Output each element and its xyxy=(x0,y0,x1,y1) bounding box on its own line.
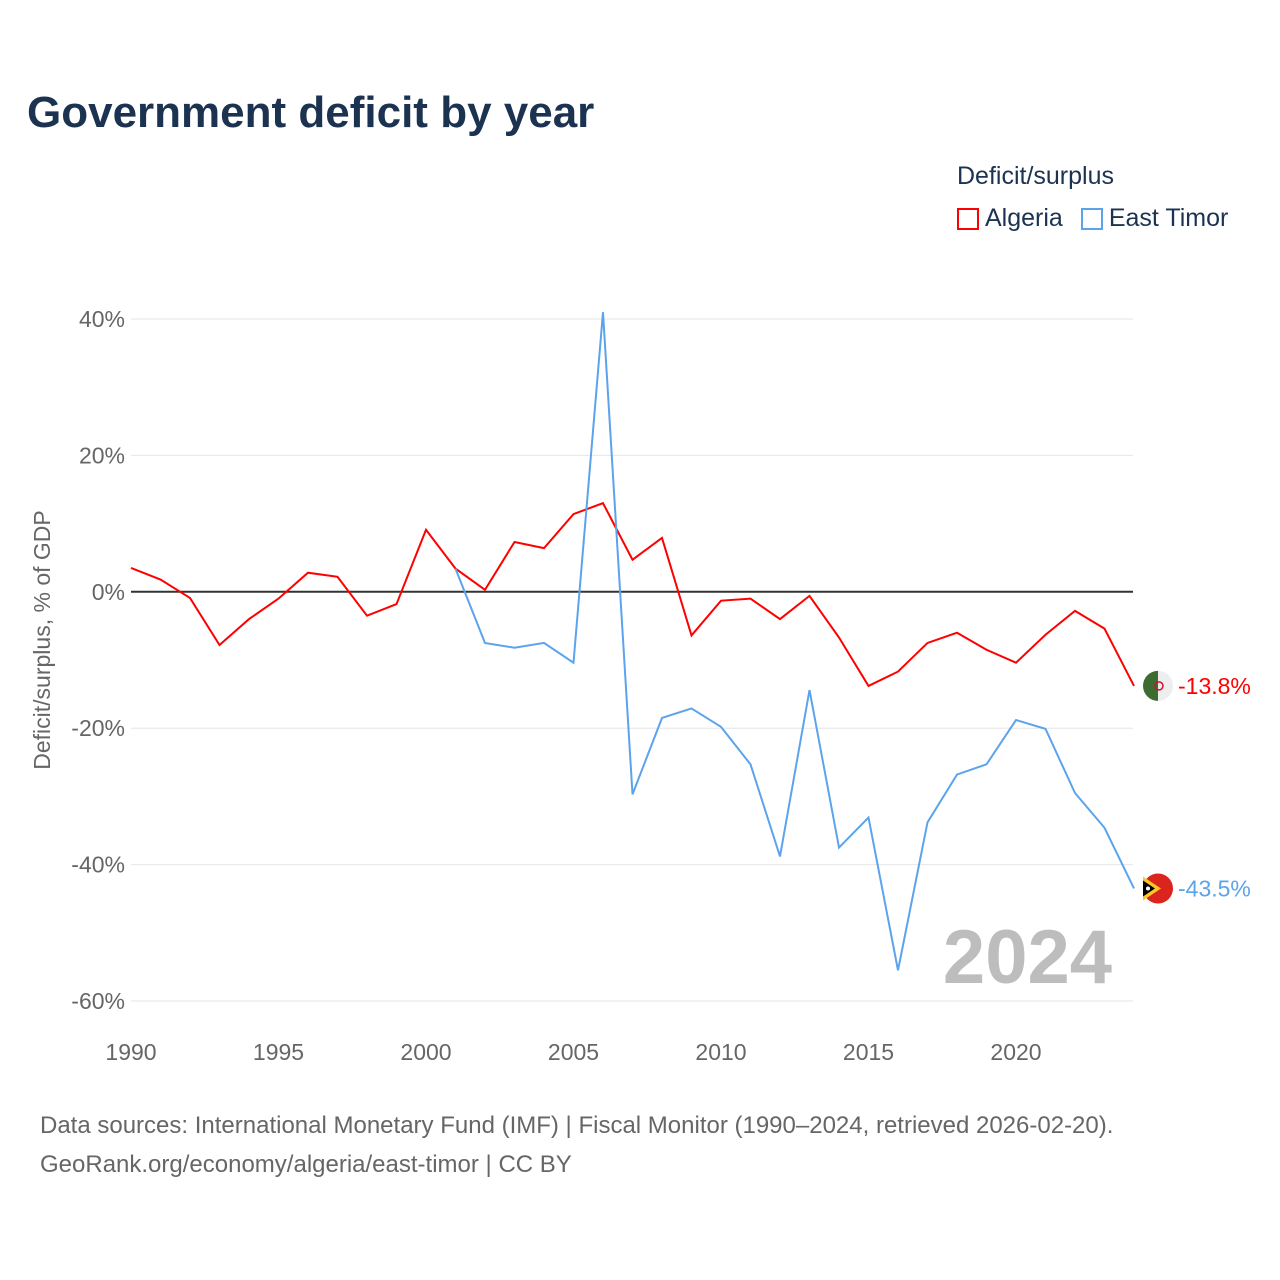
legend-title: Deficit/surplus xyxy=(957,162,1114,190)
source-line-2[interactable]: GeoRank.org/economy/algeria/east-timor |… xyxy=(40,1151,572,1178)
x-tick-label: 2000 xyxy=(400,1039,451,1065)
legend-item-algeria[interactable]: Algeria xyxy=(957,204,1063,233)
source-line-1: Data sources: International Monetary Fun… xyxy=(40,1112,1114,1139)
legend-label: East Timor xyxy=(1108,204,1229,232)
y-tick-label: 40% xyxy=(79,306,125,332)
series-line-algeria xyxy=(130,501,1135,688)
y-tick-label: 0% xyxy=(92,579,125,605)
year-watermark: 2024 xyxy=(943,915,1112,1000)
x-tick-label: 2020 xyxy=(990,1039,1041,1065)
source-note: Data sources: International Monetary Fun… xyxy=(40,1106,1113,1184)
flag-algeria-crescent xyxy=(1154,681,1164,691)
series-line-east-timor xyxy=(454,312,1135,971)
flag-algeria-green xyxy=(1143,670,1158,701)
x-tick-label: 2005 xyxy=(548,1039,599,1065)
x-tick-label: 1995 xyxy=(253,1039,304,1065)
x-tick-label: 2010 xyxy=(695,1039,746,1065)
legend-swatch-east-timor xyxy=(1080,207,1103,230)
flag-east-timor-star xyxy=(1146,886,1150,891)
y-tick-label: -60% xyxy=(71,988,125,1014)
legend-item-east-timor[interactable]: East Timor xyxy=(1080,204,1229,233)
chart-title: Government deficit by year xyxy=(27,88,595,137)
legend-swatch-algeria xyxy=(957,207,979,230)
end-value-label: -13.8% xyxy=(1178,673,1251,699)
x-tick-label: 1990 xyxy=(105,1039,156,1065)
legend: Algeria East Timor xyxy=(957,204,1228,233)
y-axis-label: Deficit/surplus, % of GDP xyxy=(29,510,55,769)
y-tick-label: 20% xyxy=(79,442,125,468)
legend-label: Algeria xyxy=(985,204,1063,232)
y-tick-label: -20% xyxy=(71,715,125,741)
x-tick-label: 2015 xyxy=(843,1039,894,1065)
y-tick-label: -40% xyxy=(71,852,125,878)
end-value-label: -43.5% xyxy=(1178,875,1251,901)
